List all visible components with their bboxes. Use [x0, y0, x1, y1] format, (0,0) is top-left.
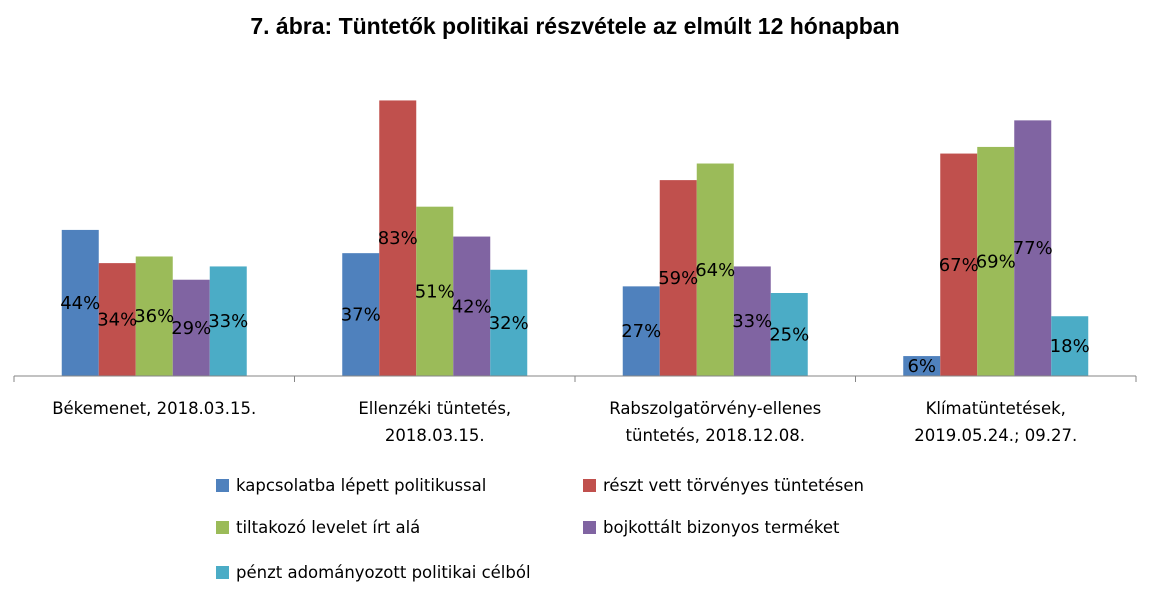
- data-label-2-2: 64%: [695, 260, 735, 281]
- legend-label-2: tiltakozó levelet írt alá: [236, 518, 420, 537]
- legend-label-4: pénzt adományozott politikai célból: [236, 563, 531, 582]
- data-label-2-0: 27%: [621, 321, 661, 342]
- bar-1-1: [379, 100, 417, 376]
- data-label-2-3: 33%: [732, 311, 772, 332]
- x-axis: Békemenet, 2018.03.15. Ellenzéki tüntetés…: [13, 375, 1137, 445]
- bar-2-1: [659, 180, 697, 376]
- data-label-0-2: 36%: [134, 306, 174, 327]
- bar-3-4: [1051, 316, 1089, 376]
- data-label-0-1: 34%: [97, 310, 137, 331]
- data-label-3-3: 77%: [1013, 238, 1053, 259]
- bar-0-0: [61, 229, 99, 376]
- bar-1-2: [416, 206, 454, 376]
- bar-1-3: [453, 236, 491, 376]
- data-label-3-4: 18%: [1050, 336, 1090, 357]
- bar-3-1: [940, 153, 978, 376]
- data-label-0-0: 44%: [60, 293, 100, 314]
- bar-0-2: [135, 256, 173, 376]
- data-label-3-2: 69%: [976, 251, 1016, 272]
- data-labels-group: 44%34%36%29%33% 37%83%51%42%32% 27%59%64%3…: [60, 228, 1090, 377]
- data-label-3-0: 6%: [907, 356, 936, 377]
- bar-1-0: [342, 253, 380, 376]
- data-label-2-1: 59%: [658, 268, 698, 289]
- data-label-1-4: 32%: [489, 313, 529, 334]
- legend-swatch-4: [216, 566, 229, 579]
- legend-swatch-1: [583, 479, 596, 492]
- legend-label-0: kapcsolatba lépett politikussal: [236, 476, 486, 495]
- bar-1-4: [490, 269, 528, 376]
- category-label-0: Békemenet, 2018.03.15.: [52, 399, 256, 418]
- legend-label-3: bojkottált bizonyos terméket: [603, 518, 840, 537]
- bar-3-0: [903, 356, 941, 376]
- legend-swatch-3: [583, 521, 596, 534]
- data-label-1-0: 37%: [341, 305, 381, 326]
- category-label-3: Klímatüntetések, 2019.05.24.; 09.27.: [914, 399, 1077, 445]
- data-label-0-4: 33%: [208, 311, 248, 332]
- category-label-1: Ellenzéki tüntetés, 2018.03.15.: [358, 399, 511, 445]
- bar-3-3: [1014, 120, 1052, 376]
- legend-swatch-0: [216, 479, 229, 492]
- data-label-0-3: 29%: [171, 318, 211, 339]
- bars-group: [61, 100, 1089, 376]
- data-label-1-3: 42%: [452, 296, 492, 317]
- bar-3-2: [977, 146, 1015, 376]
- legend-swatch-2: [216, 521, 229, 534]
- chart-title: 7. ábra: Tüntetők politikai részvétele a…: [250, 13, 899, 39]
- bar-2-0: [622, 286, 660, 376]
- bar-2-4: [770, 293, 808, 376]
- data-label-2-4: 25%: [769, 325, 809, 346]
- legend-label-1: részt vett törvényes tüntetésen: [603, 476, 864, 495]
- bar-0-1: [98, 263, 136, 376]
- data-label-1-1: 83%: [378, 228, 418, 249]
- data-label-3-1: 67%: [939, 255, 979, 276]
- bar-0-3: [172, 279, 210, 376]
- legend: kapcsolatba lépett politikussal részt vet…: [216, 476, 864, 582]
- bar-0-4: [209, 266, 247, 376]
- data-label-1-2: 51%: [415, 281, 455, 302]
- category-label-2: Rabszolgatörvény-ellenes tüntetés, 2018.1…: [609, 399, 821, 445]
- bar-2-3: [733, 266, 771, 376]
- bar-2-2: [696, 163, 734, 376]
